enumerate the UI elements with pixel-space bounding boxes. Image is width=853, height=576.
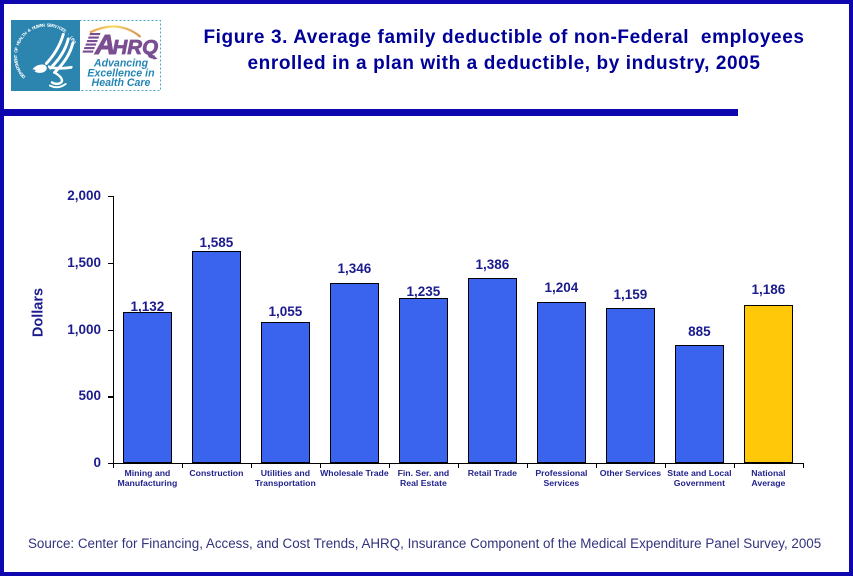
svg-text:C: C [58,25,64,31]
svg-text:Health Care: Health Care [92,77,151,89]
svg-text:I: I [57,25,60,30]
svg-text:T: T [14,64,20,68]
svg-text:M: M [36,23,41,29]
svg-text:S: S [62,28,67,34]
svg-text:N: N [41,23,45,28]
svg-text:D: D [21,74,27,80]
svg-text:E: E [49,23,53,28]
svg-text:A: A [16,67,22,73]
svg-text:S: S [70,38,76,43]
svg-text:O: O [13,48,19,53]
svg-text:H: H [15,41,21,46]
svg-text:H: H [22,31,28,37]
svg-text:S: S [47,22,50,27]
svg-text:E: E [60,27,65,33]
svg-text:Excellence in: Excellence in [87,68,155,80]
svg-text:N: N [13,57,18,61]
svg-text:H: H [31,25,36,31]
svg-text:·: · [66,32,71,37]
svg-text:F: F [14,46,20,50]
svg-text:E: E [16,39,22,44]
svg-text:T: T [13,54,18,57]
svg-text:U: U [34,24,39,30]
svg-text:P: P [17,70,23,75]
svg-text:Advancing: Advancing [93,58,149,70]
svg-text:&: & [26,27,32,33]
svg-text:U: U [69,35,75,40]
svg-text:E: E [19,72,25,77]
svg-text:L: L [19,34,25,39]
svg-text:A: A [71,40,77,46]
svg-text:A: A [94,29,115,60]
svg-text:E: E [13,59,18,63]
svg-text:A: A [17,36,23,42]
svg-text:A: A [39,23,44,29]
svg-text:M: M [13,61,19,66]
svg-text:R: R [15,65,21,71]
svg-text:T: T [21,32,27,38]
svg-text:R: R [51,23,56,29]
svg-text:V: V [54,24,58,30]
